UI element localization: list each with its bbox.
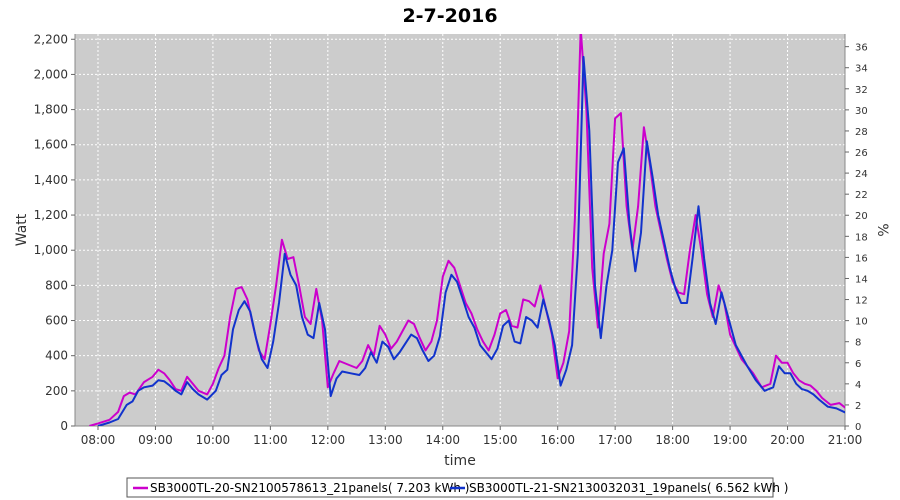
x-tick-label: 19:00 bbox=[713, 433, 748, 447]
x-tick-label: 17:00 bbox=[598, 433, 633, 447]
y-tick-label: 1,400 bbox=[34, 173, 68, 187]
x-tick-label: 10:00 bbox=[196, 433, 231, 447]
y-tick-label: 600 bbox=[45, 314, 68, 328]
x-tick-label: 14:00 bbox=[425, 433, 460, 447]
y2-tick-label: 36 bbox=[855, 43, 868, 54]
series-line-2 bbox=[97, 55, 845, 426]
x-tick-label: 13:00 bbox=[368, 433, 403, 447]
y2-tick-label: 0 bbox=[855, 422, 861, 433]
x-tick-label: 18:00 bbox=[655, 433, 690, 447]
y-tick-label: 1,000 bbox=[34, 243, 68, 257]
y2-tick-label: 16 bbox=[855, 253, 868, 264]
y-tick-label: 0 bbox=[60, 419, 68, 433]
plot-area bbox=[75, 34, 845, 426]
x-tick-label: 21:00 bbox=[828, 433, 863, 447]
y-axis-label: Watt bbox=[14, 213, 30, 246]
y2-tick-label: 30 bbox=[855, 106, 868, 117]
y2-tick-label: 34 bbox=[855, 64, 868, 75]
y2-tick-label: 4 bbox=[855, 380, 861, 391]
y2-tick-label: 8 bbox=[855, 338, 861, 349]
x-tick-label: 11:00 bbox=[253, 433, 288, 447]
y2-tick-label: 2 bbox=[855, 401, 861, 412]
y-tick-label: 800 bbox=[45, 278, 68, 292]
y-tick-label: 2,200 bbox=[34, 32, 68, 46]
legend-label-series-2: SB3000TL-21-SN2130032031_19panels( 6.562… bbox=[469, 481, 788, 495]
y2-tick-label: 28 bbox=[855, 127, 868, 138]
chart-title: 2-7-2016 bbox=[402, 5, 497, 27]
x-tick-label: 08:00 bbox=[81, 433, 116, 447]
axes bbox=[74, 34, 846, 427]
x-axis-ticks: 08:00 09:00 10:00 11:00 12:00 13:00 14:00 15:00… bbox=[81, 426, 863, 447]
y-tick-label: 2,000 bbox=[34, 67, 68, 81]
series-lines bbox=[89, 34, 845, 426]
y2-tick-label: 22 bbox=[855, 190, 868, 201]
x-tick-label: 15:00 bbox=[483, 433, 518, 447]
x-axis-label: time bbox=[444, 453, 476, 469]
y-tick-label: 400 bbox=[45, 349, 68, 363]
series-line-1 bbox=[89, 34, 845, 426]
x-tick-label: 12:00 bbox=[311, 433, 346, 447]
y2-tick-label: 10 bbox=[855, 317, 868, 328]
y-axis-ticks: 0 200 400 600 800 1,000 1,200 1,400 1,600 1,800 2,… bbox=[34, 32, 75, 433]
y2-tick-label: 26 bbox=[855, 148, 868, 159]
x-tick-label: 16:00 bbox=[540, 433, 575, 447]
legend: SB3000TL-20-SN2100578613_21panels( 7.203… bbox=[126, 477, 788, 498]
legend-label-series-1: SB3000TL-20-SN2100578613_21panels( 7.203… bbox=[150, 481, 469, 495]
x-tick-label: 20:00 bbox=[770, 433, 805, 447]
y2-tick-label: 18 bbox=[855, 232, 868, 243]
y2-tick-label: 6 bbox=[855, 359, 861, 370]
y2-tick-label: 12 bbox=[855, 296, 868, 307]
y2-tick-label: 20 bbox=[855, 211, 868, 222]
y-tick-label: 1,800 bbox=[34, 103, 68, 117]
y-tick-label: 200 bbox=[45, 384, 68, 398]
y-tick-label: 1,600 bbox=[34, 138, 68, 152]
x-tick-label: 09:00 bbox=[138, 433, 173, 447]
y-tick-label: 1,200 bbox=[34, 208, 68, 222]
y2-axis-label: % bbox=[874, 223, 890, 236]
y2-tick-label: 14 bbox=[855, 274, 868, 285]
y2-tick-label: 32 bbox=[855, 85, 868, 96]
y2-tick-label: 24 bbox=[855, 169, 868, 180]
